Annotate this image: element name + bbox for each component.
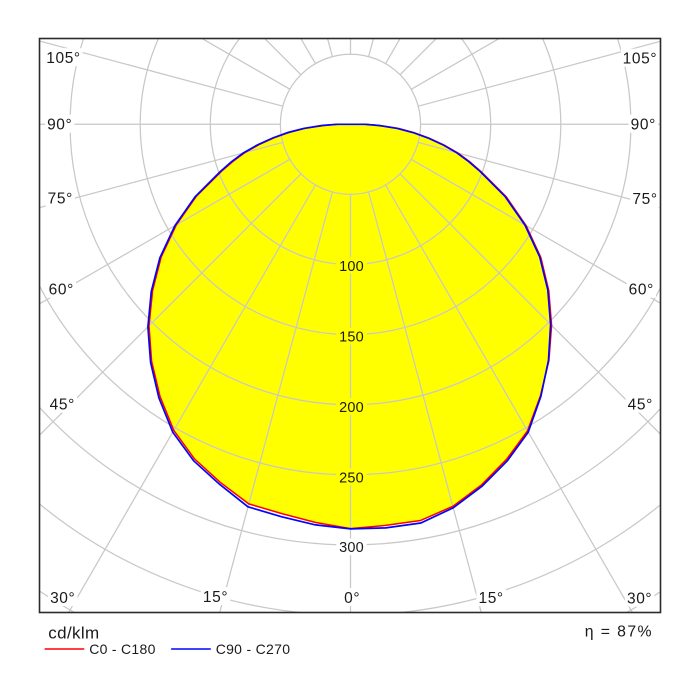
svg-text:75°: 75° [632,191,657,208]
svg-text:30°: 30° [627,590,652,607]
svg-text:15°: 15° [203,589,228,606]
svg-text:45°: 45° [628,397,653,414]
svg-text:90°: 90° [47,117,72,134]
svg-text:η = 87%: η = 87% [585,624,653,641]
svg-text:C0 - C180: C0 - C180 [89,641,156,657]
svg-text:200: 200 [339,400,364,416]
svg-text:75°: 75° [48,191,73,208]
svg-text:60°: 60° [629,282,654,299]
svg-text:15°: 15° [478,590,503,607]
svg-text:45°: 45° [50,397,75,414]
svg-text:90°: 90° [631,117,656,134]
svg-text:150: 150 [339,330,364,346]
svg-text:250: 250 [339,470,364,486]
svg-text:C90 - C270: C90 - C270 [216,641,291,657]
svg-text:cd/klm: cd/klm [48,623,99,642]
svg-text:300: 300 [339,540,364,556]
svg-text:30°: 30° [50,590,75,607]
svg-text:60°: 60° [49,282,74,299]
svg-text:100: 100 [339,259,364,275]
svg-text:0°: 0° [344,590,360,607]
svg-text:105°: 105° [46,50,80,67]
svg-text:105°: 105° [623,51,657,68]
